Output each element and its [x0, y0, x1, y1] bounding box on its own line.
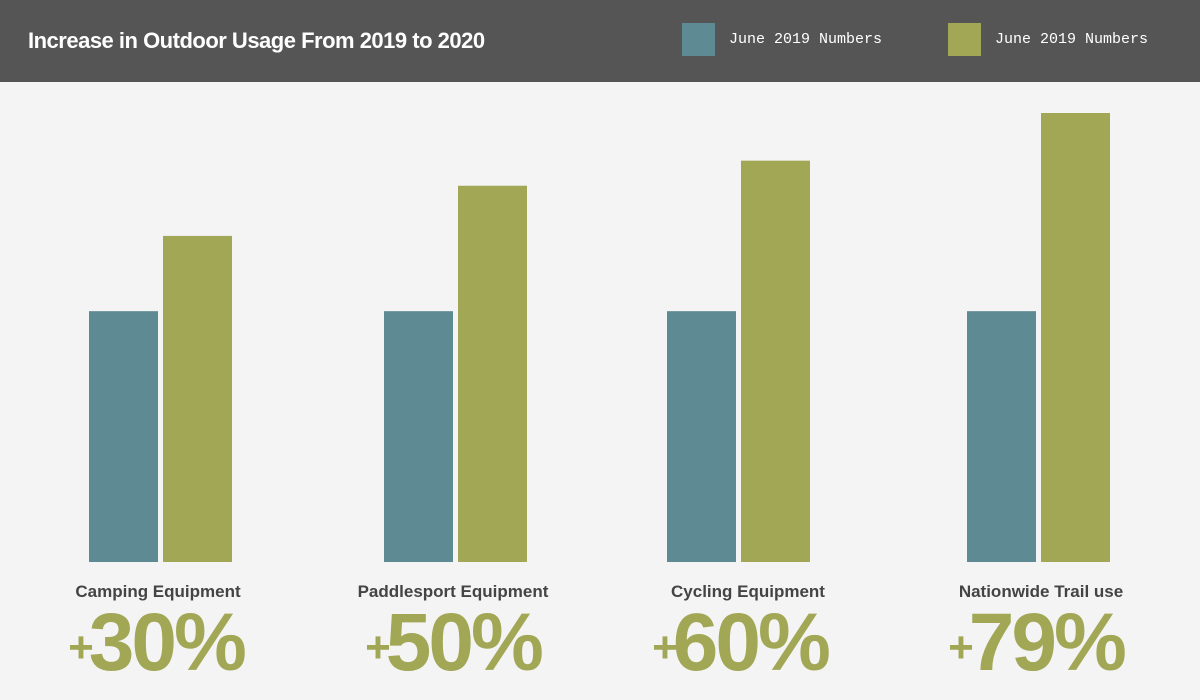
bar-2020 [741, 160, 810, 562]
bar-2019 [384, 311, 453, 562]
category-label: Nationwide Trail use [958, 582, 1124, 601]
bar-2019 [89, 311, 158, 562]
bar-2020 [1041, 113, 1110, 562]
legend-label: June 2019 Numbers [729, 31, 883, 48]
legend-swatch-teal [682, 23, 715, 56]
legend-item-2020: June 2019 Numbers [948, 23, 1148, 56]
increase-label: +60% [652, 597, 831, 688]
legend-label: June 2019 Numbers [995, 31, 1149, 48]
legend-swatch-green [948, 23, 981, 56]
legend-item-2019: June 2019 Numbers [682, 23, 882, 56]
bar-2020 [458, 185, 527, 562]
chart-header: Increase in Outdoor Usage From 2019 to 2… [0, 0, 1200, 82]
increase-label: +79% [948, 597, 1127, 688]
category-label: Cycling Equipment [671, 582, 825, 601]
chart-title: Increase in Outdoor Usage From 2019 to 2… [28, 28, 485, 53]
increase-label: +30% [68, 597, 247, 688]
bar-2019 [667, 311, 736, 562]
category-label: Camping Equipment [75, 582, 241, 601]
increase-label: +50% [365, 597, 544, 688]
bar-2020 [163, 235, 232, 562]
category-label: Paddlesport Equipment [357, 582, 549, 601]
bar-chart [89, 113, 1110, 562]
bar-2019 [967, 311, 1036, 562]
